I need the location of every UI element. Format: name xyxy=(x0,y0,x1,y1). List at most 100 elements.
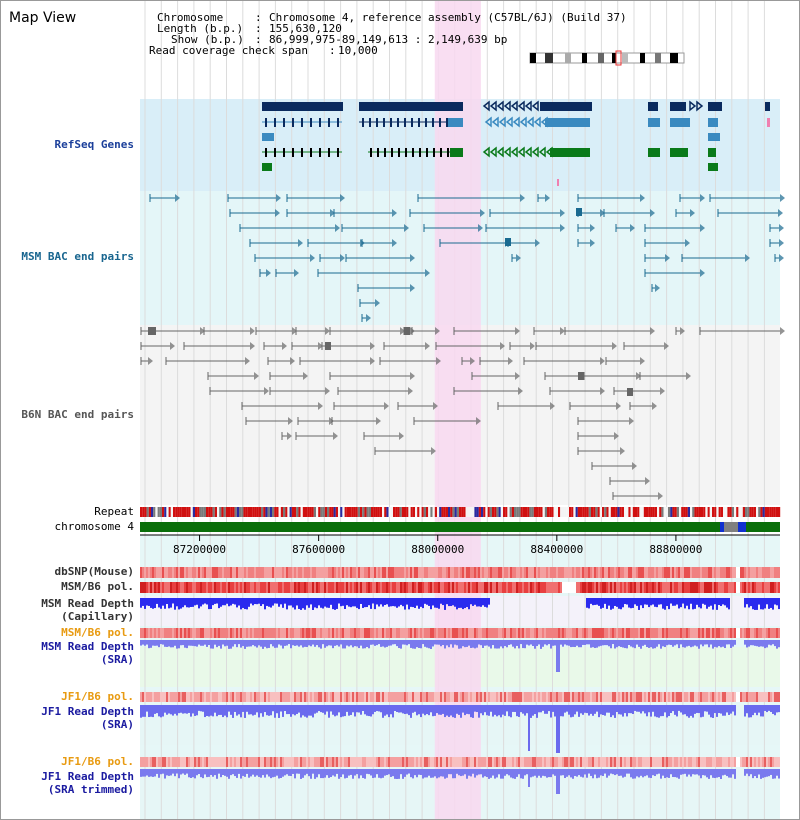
gene-arrow xyxy=(526,116,534,128)
jf1-pol-strip xyxy=(766,692,768,702)
repeat-mark xyxy=(520,507,523,517)
msm-sra-depth-bar xyxy=(222,640,224,645)
jf1-trim-pol-strip xyxy=(172,757,174,767)
jf1-sra-depth-bar xyxy=(342,705,344,717)
msm-capillary-depth-bar xyxy=(402,598,404,607)
jf1-sra-depth-bar xyxy=(408,705,410,716)
msm-pol-strip xyxy=(214,582,216,593)
msm-pol-strip xyxy=(454,582,456,593)
msm-pol-strip xyxy=(446,582,448,593)
msm-sra-depth-bar xyxy=(618,640,620,647)
msm-bac-end-pairs-label[interactable]: MSM BAC end pairs xyxy=(21,250,134,263)
msm-capillary-depth-bar xyxy=(422,598,424,609)
repeat-mark xyxy=(261,507,264,517)
jf1-pol-strip xyxy=(290,692,292,702)
jf1-pol-strip xyxy=(606,692,608,702)
jf1-trim-pol-strip xyxy=(640,757,642,767)
msm-pol-strip xyxy=(154,582,156,593)
b6n-bac-pair-end xyxy=(518,387,523,395)
jf1-sra-depth-bar xyxy=(692,705,694,718)
msm-sra-depth-bar xyxy=(624,640,626,649)
msm-capillary-depth-bar xyxy=(196,598,198,605)
repeat-mark xyxy=(538,507,541,517)
jf1-trim-depth-bar xyxy=(402,769,404,779)
msm-capillary-depth-bar xyxy=(188,598,190,608)
b6n-bac-end-pairs-label[interactable]: B6N BAC end pairs xyxy=(21,408,134,421)
jf1-trim-depth-bar xyxy=(406,769,408,775)
jf1-trim-depth-bar xyxy=(198,769,200,775)
msm-pol-strip xyxy=(160,582,162,593)
msm-capillary-depth-bar xyxy=(356,598,358,608)
msm-capillary-depth-bar xyxy=(252,598,254,606)
msm-bac-pair-end xyxy=(655,284,660,292)
jf1-trim-pol-strip xyxy=(720,757,722,767)
msm-capillary-depth-bar xyxy=(396,598,398,608)
jf1-sra-depth-bar xyxy=(370,705,372,717)
dbsnp-strip xyxy=(264,567,266,578)
msm-sra-pol-strip xyxy=(596,628,598,638)
jf1-sra-depth-bar xyxy=(506,705,508,712)
jf1-trim-depth-bar xyxy=(522,769,524,779)
repeat-mark xyxy=(606,507,609,517)
dbsnp-strip xyxy=(672,567,674,578)
msm-sra-depth-bar xyxy=(364,640,366,649)
msm-sra-pol-strip xyxy=(672,628,674,638)
dbsnp-strip xyxy=(564,567,566,578)
msm-sra-pol-strip xyxy=(274,628,276,638)
dbsnp-strip xyxy=(344,567,346,578)
msm-pol-strip xyxy=(660,582,662,593)
jf1-trim-depth-bar xyxy=(220,769,222,778)
msm-capillary-depth-bar xyxy=(672,598,674,606)
repeat-mark xyxy=(683,507,686,517)
msm-pol-strip xyxy=(286,582,288,593)
msm-sra-pol-strip xyxy=(458,628,460,638)
jf1-pol-strip xyxy=(772,692,774,702)
jf1-pol-strip xyxy=(490,692,492,702)
b6n-bac-pair-end xyxy=(245,357,250,365)
refseq-genes-label[interactable]: RefSeq Genes xyxy=(54,138,134,151)
msm-capillary-depth-bar xyxy=(378,598,380,607)
msm-pol-strip xyxy=(430,582,432,593)
repeat-mark xyxy=(316,507,319,517)
dbsnp-strip xyxy=(206,567,208,578)
msm-capillary-depth-bar xyxy=(658,598,660,605)
repeat-mark xyxy=(170,507,173,517)
jf1-trim-pol-strip xyxy=(618,757,620,767)
repeat-mark xyxy=(291,507,294,517)
msm-sra-pol-strip xyxy=(710,628,712,638)
msm-pol-strip xyxy=(372,582,374,593)
ideogram-band xyxy=(670,53,678,63)
axis-tick-label: 87200000 xyxy=(173,543,227,556)
jf1-trim-pol-strip xyxy=(468,757,470,767)
repeat-mark xyxy=(542,507,545,517)
jf1-pol-strip xyxy=(476,692,478,702)
msm-sra-depth-bar xyxy=(324,640,326,648)
jf1-trim-depth-bar xyxy=(440,769,442,777)
msm-sra-depth-bar xyxy=(312,640,314,645)
dbsnp-strip xyxy=(380,567,382,578)
dbsnp-strip xyxy=(328,567,330,578)
msm-capillary-depth-bar xyxy=(260,598,262,606)
msm-capillary-depth-bar xyxy=(484,598,486,607)
jf1-sra-depth-bar xyxy=(414,705,416,712)
jf1-sra-depth-bar xyxy=(420,705,422,718)
msm-sra-pol-strip xyxy=(616,628,618,638)
jf1-trim-pol-strip xyxy=(490,757,492,767)
jf1-pol-strip xyxy=(180,692,182,702)
msm-capillary-depth-bar xyxy=(772,598,774,610)
jf1-pol-strip xyxy=(238,692,240,702)
jf1-pol-strip xyxy=(268,692,270,702)
jf1-trim-pol-strip xyxy=(744,757,746,767)
msm-sra-depth-bar xyxy=(352,640,354,648)
msm-sra-depth-bar xyxy=(644,640,646,645)
msm-sra-pol-strip xyxy=(578,628,580,638)
jf1-pol-strip xyxy=(694,692,696,702)
msm-pol-strip xyxy=(190,582,192,593)
jf1-trim-depth-bar xyxy=(664,769,666,779)
jf1-sra-depth-bar xyxy=(704,705,706,712)
msm-capillary-depth-bar xyxy=(280,598,282,605)
msm-sra-depth-bar xyxy=(630,640,632,647)
jf1-pol-strip xyxy=(144,692,146,702)
dbsnp-strip xyxy=(472,567,474,578)
msm-capillary-depth-bar xyxy=(432,598,434,606)
